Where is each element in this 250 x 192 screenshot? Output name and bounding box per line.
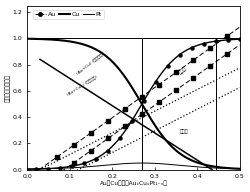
Bar [142,38,216,170]
Text: (Au+Cu) / (表面浓度): (Au+Cu) / (表面浓度) [66,74,97,96]
Y-axis label: 表面原子比例分率: 表面原子比例分率 [6,74,11,102]
Text: 实验值: 实验值 [178,66,188,75]
Legend: Au, Cu, Pt: Au, Cu, Pt [32,9,104,19]
X-axis label: Au或Cu比例（AuₓCuₓPt₁₋ₓ）: Au或Cu比例（AuₓCuₓPt₁₋ₓ） [100,181,167,186]
Text: 水平线: 水平线 [180,129,189,134]
Text: (Au+Cu) /表面浓度: (Au+Cu) /表面浓度 [76,52,104,75]
